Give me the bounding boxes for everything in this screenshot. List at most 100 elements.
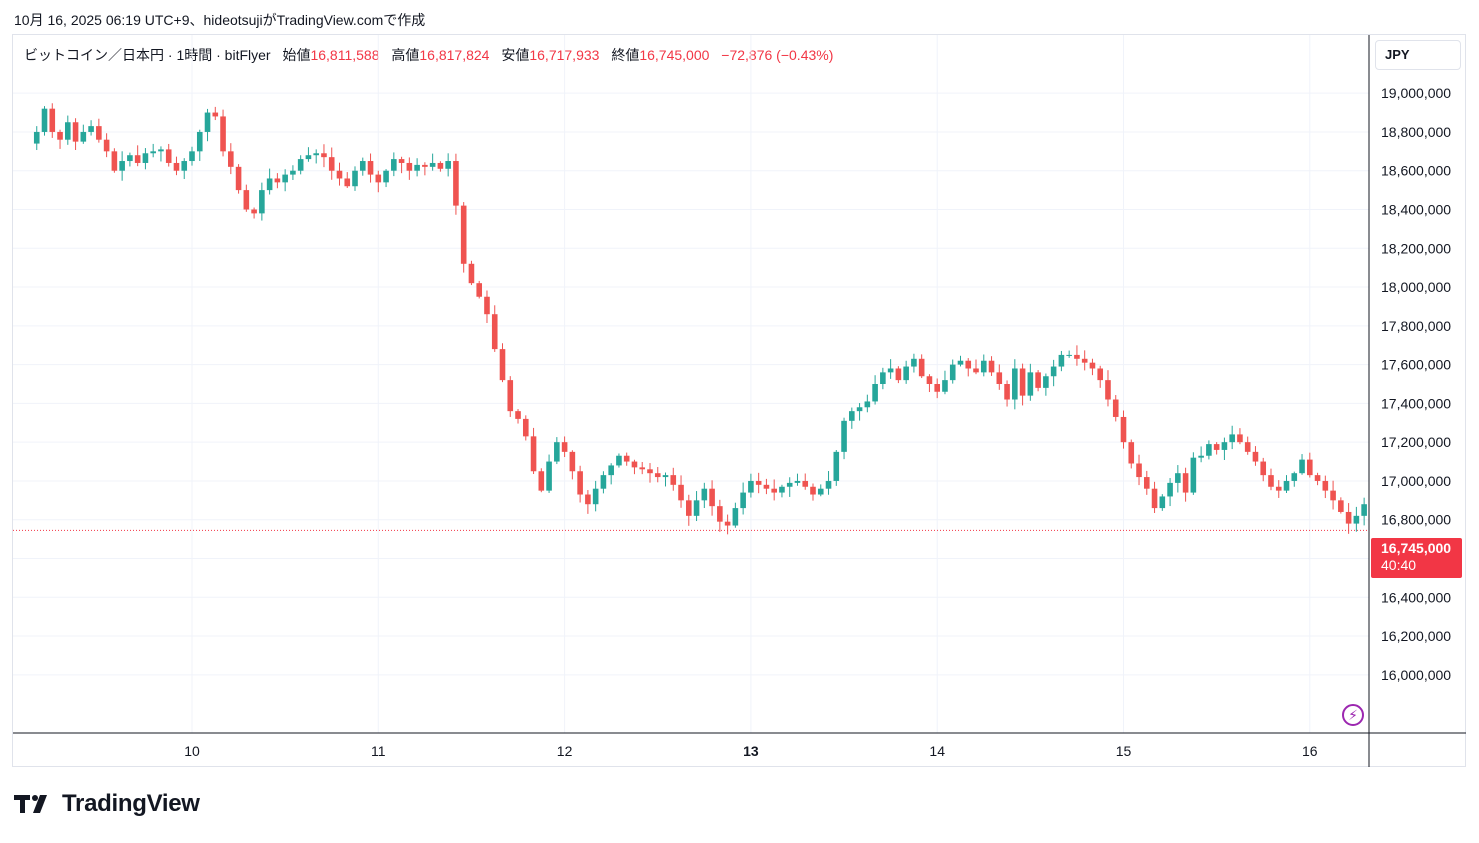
candle-body [817, 488, 824, 495]
candle-body [297, 159, 304, 171]
candle-body [546, 461, 552, 491]
candle-body [1299, 459, 1305, 474]
candle-body [1035, 372, 1041, 388]
candle-body [623, 455, 630, 462]
candle-body [693, 500, 700, 516]
candle-body [274, 178, 281, 183]
y-tick-label: 17,200,000 [1381, 434, 1451, 450]
candle-body [383, 170, 389, 183]
candle-body [1206, 444, 1212, 456]
candle-body [616, 455, 622, 466]
candle-body [259, 190, 265, 214]
candle-body [445, 161, 451, 169]
candle-body [1143, 477, 1150, 489]
candle-body [33, 131, 40, 144]
y-tick-label: 17,600,000 [1381, 357, 1451, 373]
y-tick-label: 18,400,000 [1381, 202, 1451, 218]
candle-body [1050, 366, 1057, 377]
candle-body [825, 480, 832, 489]
y-tick-label: 17,800,000 [1381, 318, 1451, 334]
candle-body [810, 486, 816, 495]
candle-body [228, 151, 234, 167]
symbol-description[interactable]: ビットコイン／日本円 · 1時間 · bitFlyer [24, 47, 271, 63]
candle-body [72, 122, 79, 142]
candle-body [748, 480, 754, 493]
candle-body [522, 418, 529, 437]
candle-body [1167, 482, 1173, 497]
bar-countdown: 40:40 [1381, 557, 1417, 573]
bolt-icon[interactable]: ⚡ [1342, 704, 1364, 726]
candle-body [864, 401, 871, 408]
candle-body [375, 174, 382, 183]
candle-body [429, 162, 436, 167]
tradingview-brand[interactable]: TradingView [14, 790, 200, 818]
candle-body [934, 384, 940, 392]
candle-body [988, 360, 995, 373]
chart-grid [13, 35, 1369, 733]
candle-body [313, 153, 319, 156]
candle-body [507, 380, 514, 412]
candle-body [1291, 473, 1298, 481]
candle-body [406, 162, 413, 171]
change-value: −72,876 (−0.43%) [721, 47, 834, 63]
candle-body [1159, 496, 1166, 509]
candle-body [1120, 416, 1127, 443]
currency-button[interactable]: JPY [1375, 40, 1461, 70]
candle-body [1019, 368, 1026, 396]
x-tick-label: 11 [371, 743, 386, 759]
candle-body [282, 174, 288, 183]
candle-body [608, 465, 614, 476]
candle-body [80, 131, 87, 142]
candle-body [111, 151, 118, 171]
candle-body [1012, 368, 1018, 400]
candle-body [1198, 455, 1204, 458]
candle-body [127, 155, 133, 162]
candle-body [887, 368, 894, 373]
candle-body [794, 480, 801, 483]
candle-body [328, 157, 335, 171]
candle-body [235, 166, 242, 191]
candle-body [1345, 511, 1352, 524]
candle-body [119, 161, 125, 171]
candle-body [1190, 457, 1197, 493]
candle-body [965, 360, 972, 369]
candle-body [1105, 380, 1111, 400]
y-tick-label: 18,200,000 [1381, 240, 1451, 256]
candle-body [631, 461, 638, 468]
last-price-label: 16,745,000 40:40 [1371, 538, 1462, 578]
candle-body [1074, 354, 1080, 359]
candle-body [786, 482, 793, 487]
candle-body [491, 314, 498, 350]
x-tick-label: 13 [743, 743, 759, 759]
candle-body [949, 364, 956, 381]
candle-body [849, 411, 855, 421]
candle-body [1283, 480, 1290, 491]
candle-body [779, 486, 785, 493]
close-value: 16,745,000 [639, 47, 710, 63]
y-tick-label: 18,600,000 [1381, 163, 1451, 179]
y-tick-label: 16,200,000 [1381, 628, 1451, 644]
x-tick-label: 15 [1116, 743, 1132, 759]
candle-body [1112, 399, 1119, 417]
candle-body [833, 451, 840, 481]
candle-body [701, 488, 708, 501]
y-tick-label: 17,400,000 [1381, 395, 1451, 411]
candle-body [150, 151, 156, 154]
candle-body [189, 151, 195, 162]
candle-body [49, 108, 56, 132]
candle-body [1307, 459, 1313, 476]
candle-body [476, 283, 483, 297]
candle-body [911, 358, 917, 367]
candle-body [709, 488, 715, 507]
candle-body [391, 159, 397, 171]
y-tick-label: 16,800,000 [1381, 512, 1451, 528]
created-by-header: 10月 16, 2025 06:19 UTC+9、hideotsujiがTrad… [14, 12, 426, 28]
candle-body [880, 372, 886, 384]
time-axis: 10 11 12 13 14 15 16 [13, 732, 1466, 759]
candle-body [592, 488, 599, 505]
candle-body [1361, 504, 1367, 516]
x-tick-label: 14 [929, 743, 945, 759]
candle-body [1175, 473, 1181, 483]
y-tick-label: 17,000,000 [1381, 473, 1451, 489]
